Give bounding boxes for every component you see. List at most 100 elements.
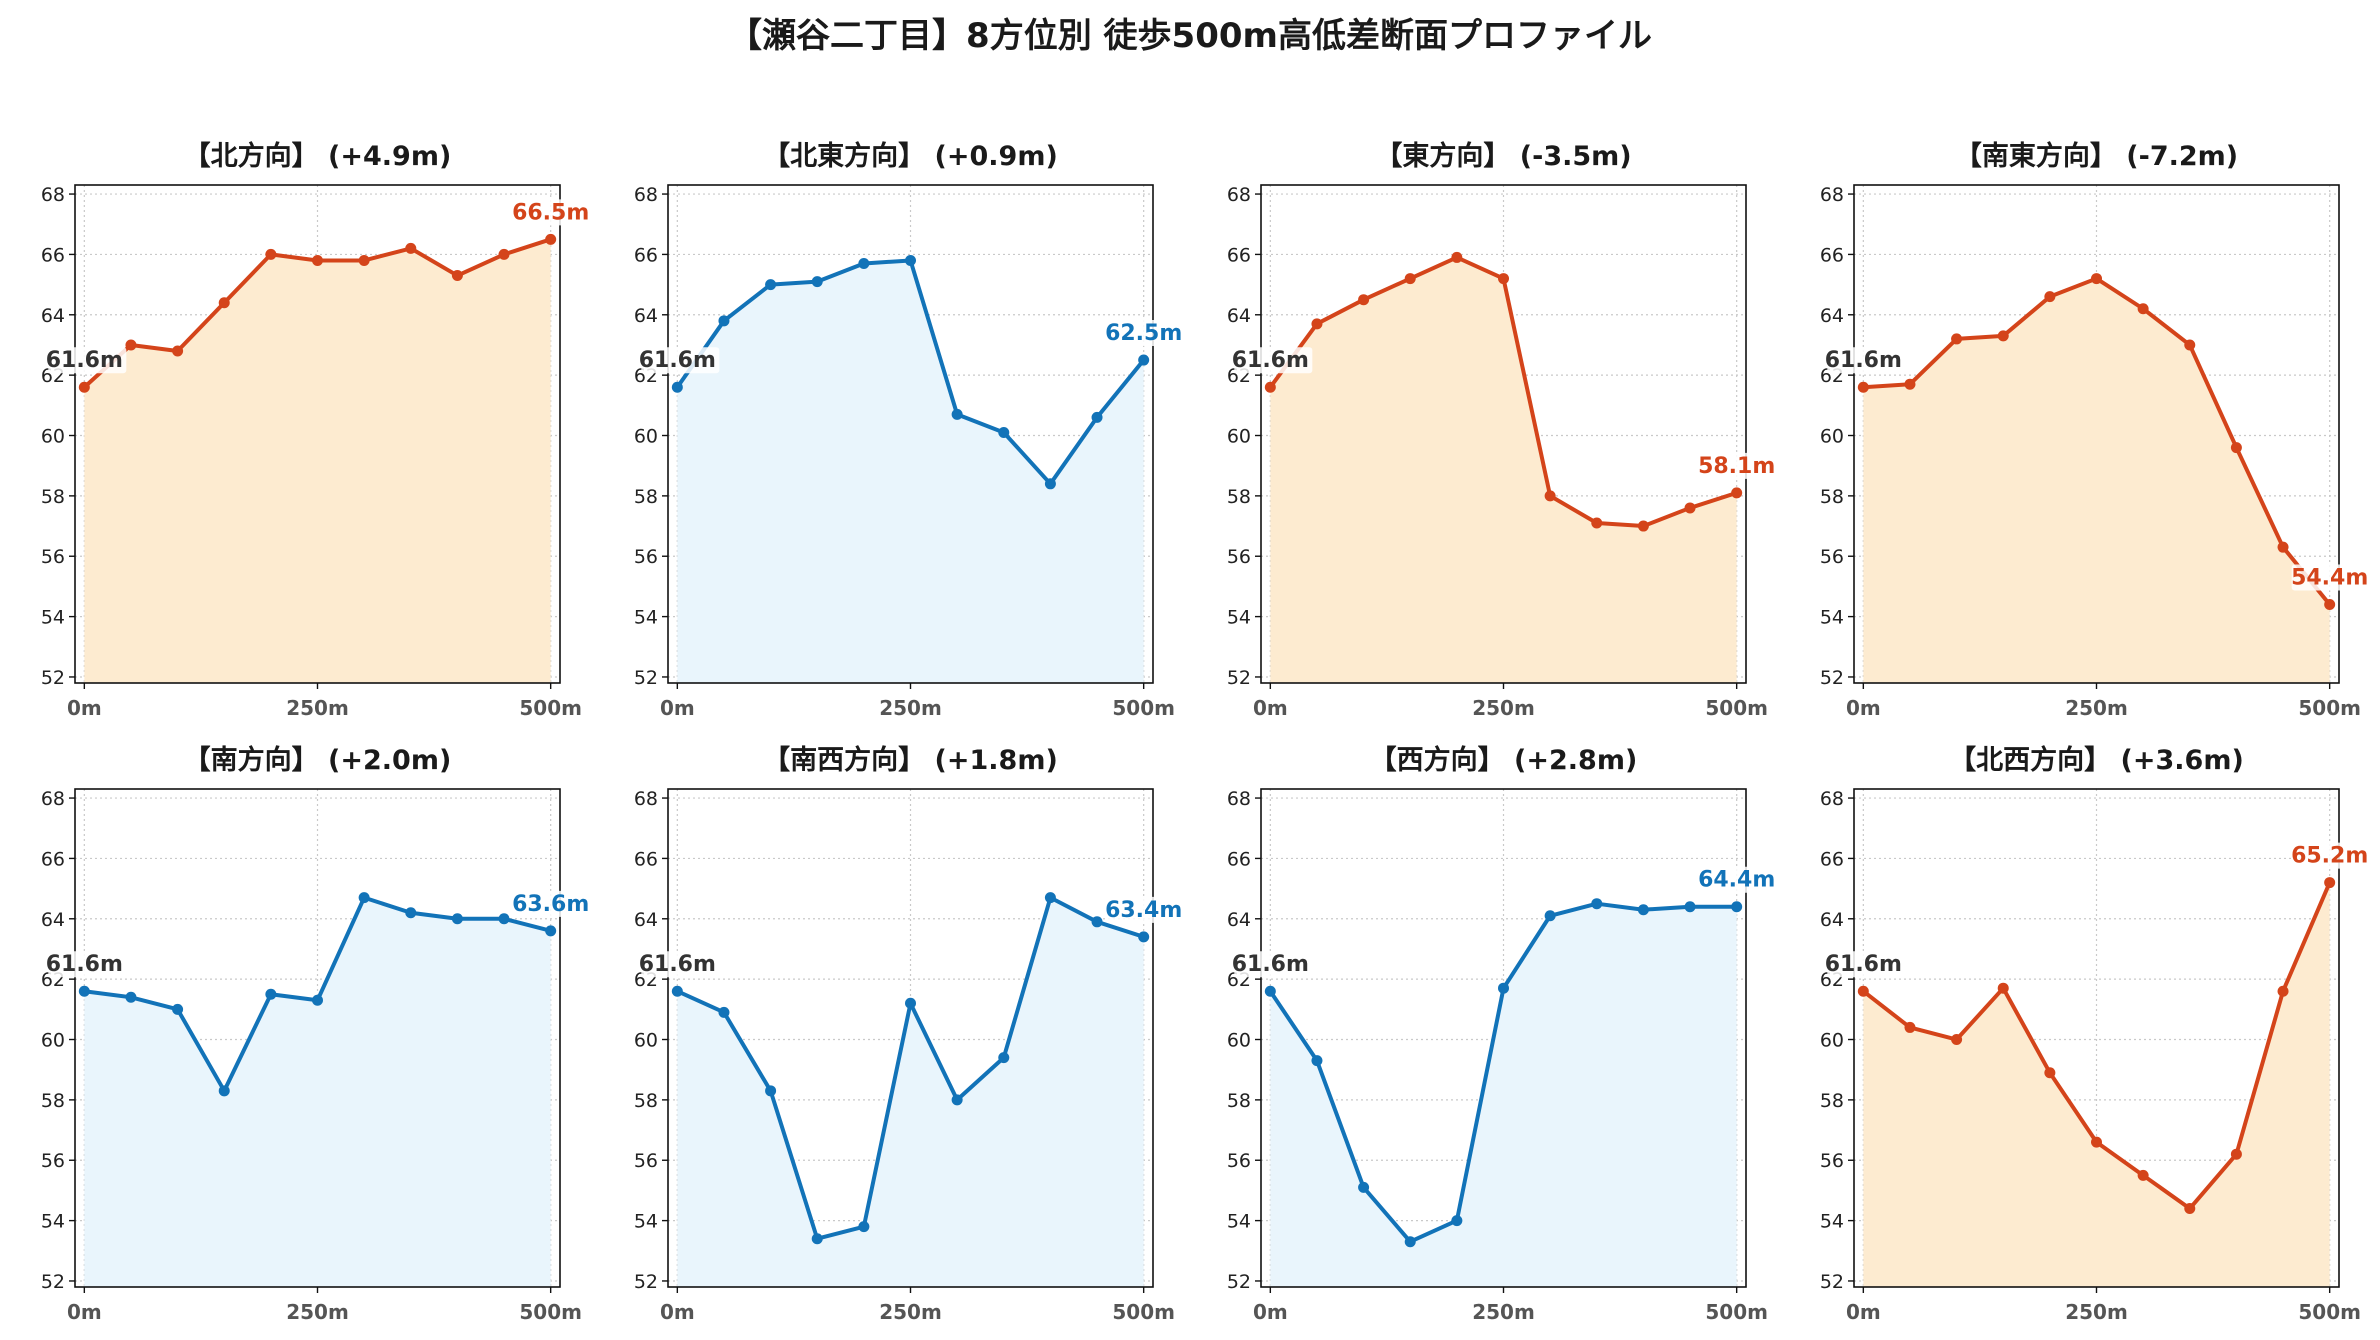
data-point — [405, 907, 417, 919]
y-tick-label: 66 — [1820, 244, 1844, 266]
data-point — [451, 913, 463, 925]
data-point — [2044, 291, 2056, 303]
data-point — [1544, 910, 1556, 922]
start-label-box — [1234, 347, 1313, 374]
panel-title: 【北方向】 (+4.9m) — [184, 140, 452, 172]
start-label: 61.6m — [46, 952, 123, 977]
data-point — [858, 257, 870, 269]
data-point — [125, 991, 137, 1003]
y-tick-label: 56 — [634, 1150, 658, 1172]
data-point — [1904, 378, 1916, 390]
end-label: 58.1m — [1698, 454, 1775, 479]
end-label-box — [2291, 564, 2370, 591]
data-point — [1684, 901, 1696, 913]
x-tick-label: 250m — [879, 696, 942, 720]
x-tick-label: 0m — [1253, 696, 1288, 720]
x-tick-label: 500m — [1112, 1300, 1175, 1324]
y-tick-label: 68 — [1820, 788, 1844, 810]
y-tick-label: 52 — [1227, 1271, 1251, 1293]
data-point — [1138, 931, 1150, 943]
data-point — [998, 426, 1010, 438]
end-label: 62.5m — [1105, 321, 1182, 346]
y-tick-label: 60 — [1227, 426, 1251, 448]
y-tick-label: 60 — [634, 1030, 658, 1052]
y-tick-label: 66 — [1820, 848, 1844, 870]
data-point — [2091, 273, 2102, 285]
data-point — [1451, 251, 1463, 263]
y-tick-label: 58 — [41, 486, 65, 508]
data-point — [125, 339, 137, 351]
y-tick-label: 56 — [1820, 546, 1844, 568]
data-point — [312, 254, 323, 266]
y-tick-label: 58 — [634, 486, 658, 508]
x-tick-label: 500m — [519, 696, 582, 720]
y-tick-label: 64 — [1227, 305, 1251, 327]
data-point — [2324, 877, 2336, 889]
start-label-box — [48, 347, 127, 374]
panel-title: 【南西方向】 (+1.8m) — [763, 744, 1058, 776]
data-point — [498, 913, 510, 925]
data-point — [2230, 442, 2242, 454]
x-tick-label: 500m — [2298, 696, 2361, 720]
data-point — [2324, 599, 2336, 611]
x-tick-label: 250m — [286, 1300, 349, 1324]
data-point — [498, 248, 510, 260]
x-tick-label: 0m — [660, 1300, 695, 1324]
data-point — [265, 988, 277, 1000]
data-point — [1731, 487, 1743, 499]
data-point — [2230, 1148, 2242, 1160]
data-point — [1451, 1215, 1463, 1227]
data-point — [858, 1221, 870, 1233]
y-tick-label: 56 — [41, 546, 65, 568]
y-tick-label: 58 — [1227, 1090, 1251, 1112]
data-point — [1311, 318, 1323, 330]
y-tick-label: 56 — [1227, 546, 1251, 568]
x-tick-label: 0m — [67, 1300, 102, 1324]
data-point — [172, 1003, 184, 1015]
end-label: 65.2m — [2291, 844, 2368, 869]
data-point — [218, 1085, 230, 1097]
data-point — [1951, 1034, 1963, 1046]
start-label-box — [48, 951, 127, 978]
data-point — [905, 997, 916, 1009]
y-tick-label: 54 — [1227, 607, 1251, 629]
y-tick-label: 58 — [1227, 486, 1251, 508]
y-tick-label: 52 — [41, 1271, 65, 1293]
end-label: 64.4m — [1698, 868, 1775, 893]
data-point — [172, 345, 184, 357]
data-point — [811, 1233, 823, 1245]
y-tick-label: 52 — [1820, 1271, 1844, 1293]
y-tick-label: 54 — [1820, 1211, 1844, 1233]
panel-title: 【東方向】 (-3.5m) — [1375, 140, 1631, 172]
data-point — [1498, 982, 1509, 994]
data-point — [451, 270, 463, 282]
data-point — [1857, 985, 1869, 997]
end-label: 54.4m — [2291, 566, 2368, 591]
data-point — [1138, 354, 1150, 366]
data-point — [1044, 892, 1056, 904]
x-tick-label: 500m — [1112, 696, 1175, 720]
y-tick-label: 52 — [1820, 667, 1844, 689]
data-point — [1731, 901, 1743, 913]
data-point — [1544, 490, 1556, 502]
end-label: 63.6m — [512, 892, 589, 917]
data-point — [1498, 273, 1509, 285]
x-tick-label: 250m — [1472, 1300, 1535, 1324]
y-tick-label: 54 — [41, 1211, 65, 1233]
y-tick-label: 58 — [41, 1090, 65, 1112]
end-label-box — [1698, 866, 1777, 893]
data-point — [545, 925, 557, 937]
y-tick-label: 60 — [634, 426, 658, 448]
data-point — [2277, 985, 2289, 997]
y-tick-label: 54 — [1227, 1211, 1251, 1233]
data-point — [1091, 411, 1103, 423]
y-tick-label: 68 — [1227, 184, 1251, 206]
end-label-box — [1105, 896, 1184, 923]
y-tick-label: 56 — [1820, 1150, 1844, 1172]
x-tick-label: 250m — [2065, 1300, 2128, 1324]
